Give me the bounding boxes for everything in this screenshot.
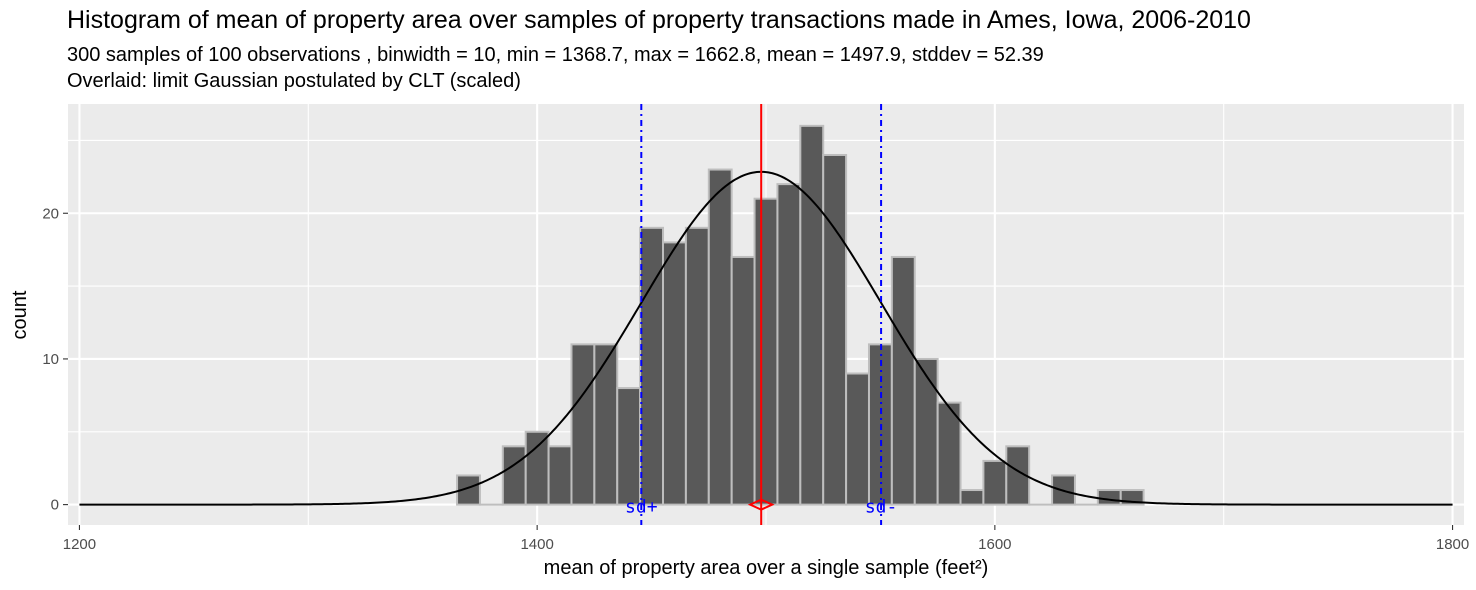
y-tick-label: 10 (42, 351, 59, 368)
mean-marker (747, 498, 775, 511)
histogram-bar (845, 372, 870, 506)
x-tick-label: 1400 (520, 536, 553, 553)
histogram-bar (524, 430, 550, 506)
chart-title: Histogram of mean of property area over … (67, 6, 1251, 34)
sd-plus-label: sd+ (625, 497, 658, 518)
x-axis-title: mean of property area over a single samp… (544, 557, 989, 579)
histogram-bar (501, 445, 527, 506)
histogram-bar (547, 445, 573, 506)
histogram-bar (776, 183, 802, 506)
gaussian-curve (79, 170, 1453, 506)
histogram-bar (616, 387, 642, 506)
histogram-bar (662, 241, 687, 506)
histogram-bar (913, 357, 939, 506)
histogram-bar (639, 226, 665, 506)
histogram-bar (1096, 489, 1122, 506)
x-tick-label: 1600 (978, 536, 1011, 553)
reference-lines: sd+ sd- (625, 104, 897, 525)
histogram-bar (730, 255, 756, 506)
histogram-bar (822, 153, 848, 506)
sd-minus-label: sd- (865, 497, 898, 518)
histogram-bar (799, 124, 825, 506)
y-axis-title: count (9, 290, 31, 339)
x-tick-label: 1200 (63, 536, 96, 553)
chart-subtitle-line-1: 300 samples of 100 observations , binwid… (67, 44, 1044, 66)
chart-subtitle-line-2: Overlaid: limit Gaussian postulated by C… (67, 70, 521, 92)
histogram-bar (456, 474, 481, 506)
gaussian-curve-layer (79, 170, 1453, 506)
histogram-bar (593, 343, 619, 506)
y-tick-label: 20 (42, 205, 59, 222)
histogram-bar (570, 343, 596, 506)
x-axis: 1200 1400 1600 1800 (63, 525, 1469, 553)
y-tick-label: 0 (51, 497, 59, 514)
histogram-bar (1005, 445, 1031, 506)
x-tick-label: 1800 (1436, 536, 1469, 553)
histogram-bar (684, 226, 710, 506)
y-axis: 0 10 20 (42, 205, 68, 514)
histogram-bar (753, 197, 779, 506)
histogram-bar (707, 168, 733, 506)
histogram-bar (936, 401, 962, 506)
histogram-bar (959, 489, 985, 506)
histogram-bar (890, 255, 916, 506)
histogram-bar (982, 459, 1008, 506)
